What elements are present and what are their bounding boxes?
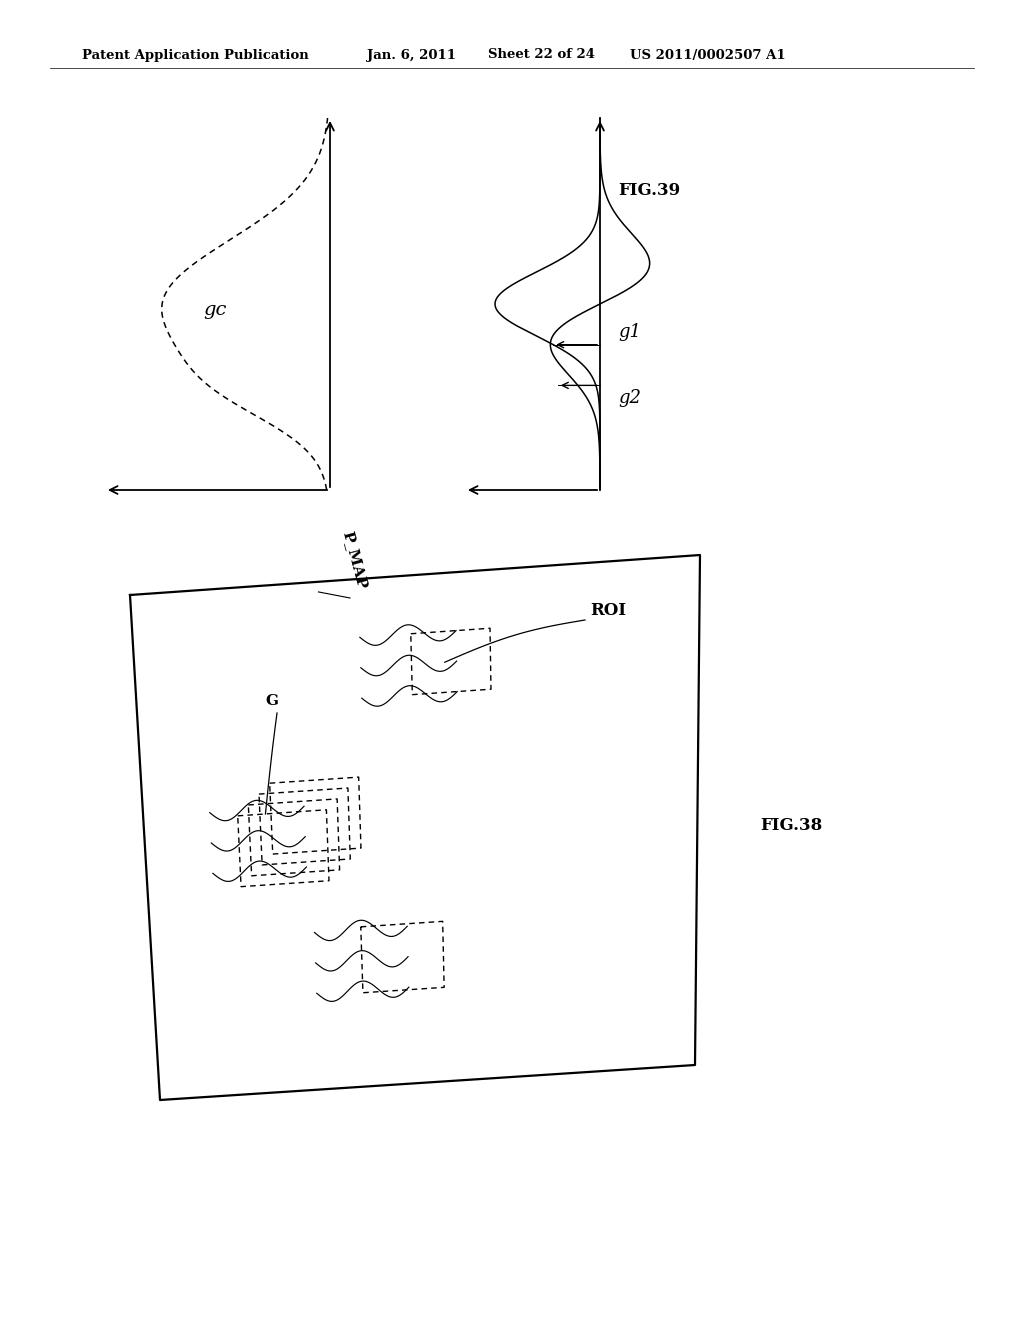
Text: P_MAP: P_MAP bbox=[341, 529, 370, 590]
Text: ROI: ROI bbox=[590, 602, 626, 619]
Text: g2: g2 bbox=[618, 389, 641, 408]
Text: Jan. 6, 2011: Jan. 6, 2011 bbox=[367, 49, 456, 62]
Text: G: G bbox=[265, 694, 278, 708]
Text: FIG.39: FIG.39 bbox=[618, 182, 680, 199]
Text: Sheet 22 of 24: Sheet 22 of 24 bbox=[488, 49, 595, 62]
Text: FIG.38: FIG.38 bbox=[760, 817, 822, 834]
Text: US 2011/0002507 A1: US 2011/0002507 A1 bbox=[630, 49, 785, 62]
Text: Patent Application Publication: Patent Application Publication bbox=[82, 49, 309, 62]
Text: g1: g1 bbox=[618, 322, 641, 341]
Text: gc: gc bbox=[204, 301, 226, 319]
